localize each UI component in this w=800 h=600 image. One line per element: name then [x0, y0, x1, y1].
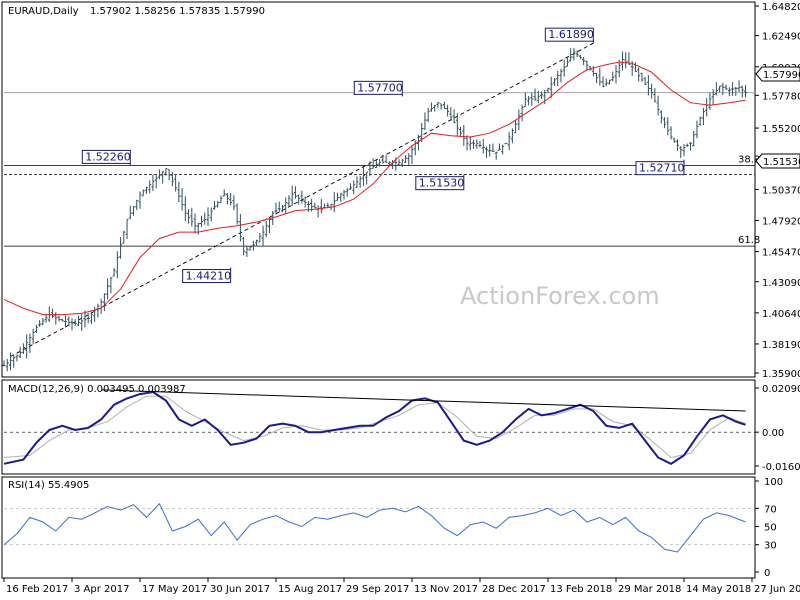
- swing-label: 1.57700: [357, 81, 403, 94]
- x-tick-label: 27 Jun 2018: [754, 584, 800, 595]
- x-tick-label: 13 Nov 2017: [414, 584, 478, 595]
- ohlc-bars: [2, 48, 748, 372]
- moving-average: [3, 61, 746, 316]
- chart-ohlc: 1.57902 1.58256 1.57835 1.57990: [90, 6, 265, 17]
- price-tick-label: 1.43090: [762, 278, 800, 289]
- price-tick-label: 1.38190: [762, 340, 800, 351]
- x-tick-label: 16 Feb 2017: [6, 584, 68, 595]
- macd-trendline: [101, 389, 746, 412]
- chart-symbol: EURAUD,Daily: [8, 6, 79, 17]
- macd-tick-label: -0.016023: [762, 462, 800, 473]
- macd-title: MACD(12,26,9) 0.003495 0.003987: [8, 384, 186, 395]
- price-y-axis: 1.648201.624901.600301.577801.552001.527…: [755, 2, 800, 380]
- rsi-tick-label: 30: [764, 541, 777, 552]
- swing-label-box: [635, 161, 685, 176]
- swing-label: 1.52710: [639, 162, 685, 175]
- swing-level-labels: 1.52260 1.44210 1.57700 1.51530 1.61890 1.527…: [81, 27, 685, 284]
- price-tick-label: 1.40640: [762, 309, 800, 320]
- rsi-tick-label: 0: [764, 568, 770, 579]
- fib-label: 61.8: [738, 235, 760, 246]
- rsi-tick-label: 100: [764, 477, 783, 488]
- swing-label-box: [353, 80, 403, 95]
- swing-label: 1.61890: [548, 28, 594, 41]
- last-price-label: 1.57990: [763, 70, 800, 81]
- date-x-axis: 16 Feb 2017 3 Apr 2017 17 May 2017 30 Jun 2…: [3, 578, 800, 595]
- price-panel-frame: [1, 1, 756, 378]
- rsi-line-path: [3, 502, 746, 553]
- macd-tick-label: 0.00: [762, 428, 784, 439]
- price-tick-label: 1.50370: [762, 185, 800, 196]
- moving-average-line: [3, 61, 746, 316]
- swing-label: 1.51530: [419, 177, 465, 190]
- level-price-label: 1.51530: [763, 157, 800, 168]
- price-tick-label: 1.62490: [762, 32, 800, 43]
- swing-label-box: [415, 176, 465, 191]
- price-tick-label: 1.47920: [762, 216, 800, 227]
- x-tick-label: 14 May 2018: [686, 584, 751, 595]
- price-tick-label: 1.64820: [762, 2, 800, 13]
- x-tick-label: 3 Apr 2017: [74, 584, 129, 595]
- rsi-y-axis: 100 70 50 30 0: [4, 477, 783, 579]
- macd-tick-label: 0.020904: [762, 384, 800, 395]
- rsi-tick-label: 70: [764, 504, 777, 515]
- swing-label-box: [182, 269, 232, 284]
- watermark: ActionForex.com: [460, 282, 660, 310]
- x-tick-label: 28 Dec 2017: [482, 584, 546, 595]
- macd-panel-frame: [1, 379, 756, 475]
- swing-label: 1.52260: [85, 150, 130, 163]
- level-price-tag: 1.51530: [755, 153, 800, 169]
- x-tick-label: 15 Aug 2017: [278, 584, 342, 595]
- fib-label: 38.2: [738, 154, 760, 165]
- price-tick-label: 1.55200: [762, 124, 800, 135]
- price-tick-label: 1.45470: [762, 248, 800, 259]
- macd-y-axis: 0.020904 0.00 -0.016023: [4, 384, 800, 473]
- x-tick-label: 17 May 2017: [142, 584, 207, 595]
- rsi-line: [3, 502, 746, 553]
- price-tick-label: 1.57780: [762, 91, 800, 102]
- x-tick-label: 13 Feb 2018: [550, 584, 612, 595]
- macd-main-line: [3, 390, 746, 465]
- x-tick-label: 29 Mar 2018: [618, 584, 681, 595]
- price-tick-label: 1.35900: [762, 369, 800, 380]
- rsi-tick-label: 50: [764, 523, 777, 534]
- swing-label-box: [81, 149, 131, 164]
- last-price-tag: 1.57990: [755, 66, 800, 82]
- rsi-title: RSI(14) 55.4905: [8, 480, 89, 491]
- swing-label-box: [544, 27, 594, 42]
- x-tick-label: 30 Jun 2017: [210, 584, 270, 595]
- swing-label: 1.44210: [186, 270, 232, 283]
- rsi-panel-frame: [1, 476, 756, 579]
- x-tick-label: 29 Sep 2017: [346, 584, 409, 595]
- macd-lines: [3, 389, 746, 465]
